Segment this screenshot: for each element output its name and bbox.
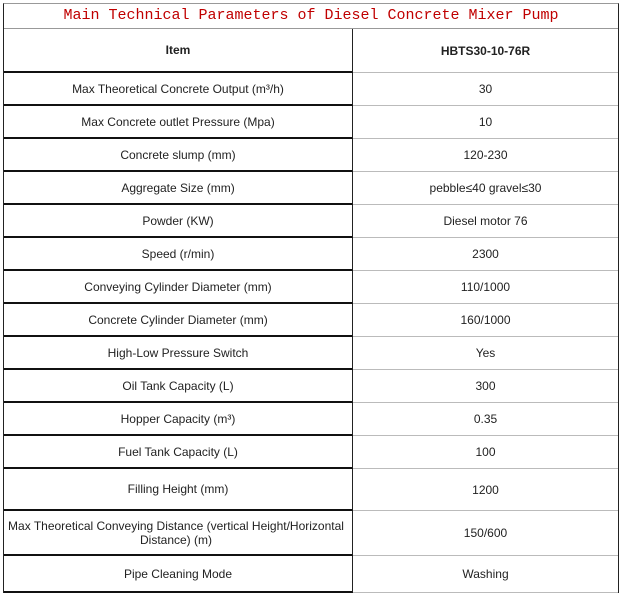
row-item: Powder (KW) [4,205,353,238]
table-row: Fuel Tank Capacity (L) 100 [4,436,618,469]
table-row: Max Theoretical Conveying Distance (vert… [4,511,618,556]
table-row: Max Concrete outlet Pressure (Mpa) 10 [4,106,618,139]
row-item: Concrete slump (mm) [4,139,353,172]
row-item: Oil Tank Capacity (L) [4,370,353,403]
row-value: Diesel motor 76 [443,214,528,228]
table-row: Concrete slump (mm) 120-230 [4,139,618,172]
table-row: Pipe Cleaning Mode Washing [4,556,618,593]
table-title: Main Technical Parameters of Diesel Conc… [4,4,618,29]
row-value: 2300 [472,247,499,261]
row-item: Fuel Tank Capacity (L) [4,436,353,469]
row-value: Washing [462,567,509,581]
row-value: 30 [478,82,493,96]
table-row: Powder (KW) Diesel motor 76 [4,205,618,238]
row-item: Hopper Capacity (m³) [4,403,353,436]
row-value: pebble≤40 gravel≤30 [429,181,542,195]
row-value: 110/1000 [460,280,511,294]
row-value: 150/600 [463,526,508,540]
table-row: Speed (r/min) 2300 [4,238,618,271]
table-row: Aggregate Size (mm) pebble≤40 gravel≤30 [4,172,618,205]
row-item: Pipe Cleaning Mode [4,556,353,593]
table-row: Filling Height (mm) 1200 [4,469,618,511]
table-row: Max Theoretical Concrete Output (m³/h) 30 [4,73,618,106]
row-value: 100 [475,445,496,459]
row-item: Max Concrete outlet Pressure (Mpa) [4,106,353,139]
row-value: 10 [478,115,493,129]
table-row: Hopper Capacity (m³) 0.35 [4,403,618,436]
row-value: 160/1000 [460,313,511,327]
row-item: Filling Height (mm) [4,469,353,511]
table-row: Oil Tank Capacity (L) 300 [4,370,618,403]
row-item: Conveying Cylinder Diameter (mm) [4,271,353,304]
row-item: Max Theoretical Conveying Distance (vert… [4,511,353,556]
row-item: Concrete Cylinder Diameter (mm) [4,304,353,337]
row-item: High-Low Pressure Switch [4,337,353,370]
row-item: Aggregate Size (mm) [4,172,353,205]
header-row: Item HBTS30-10-76R [4,29,618,73]
header-item: Item [4,29,353,73]
row-value: 120-230 [463,148,508,162]
parameters-table: Main Technical Parameters of Diesel Conc… [3,3,619,593]
table-row: Conveying Cylinder Diameter (mm) 110/1000 [4,271,618,304]
row-value: 300 [475,379,496,393]
table-row: Concrete Cylinder Diameter (mm) 160/1000 [4,304,618,337]
row-value: 1200 [472,482,499,497]
row-value: 0.35 [473,412,498,426]
row-item: Speed (r/min) [4,238,353,271]
table-row: High-Low Pressure Switch Yes [4,337,618,370]
header-model: HBTS30-10-76R [440,43,531,58]
row-item: Max Theoretical Concrete Output (m³/h) [4,73,353,106]
row-value: Yes [475,346,496,360]
